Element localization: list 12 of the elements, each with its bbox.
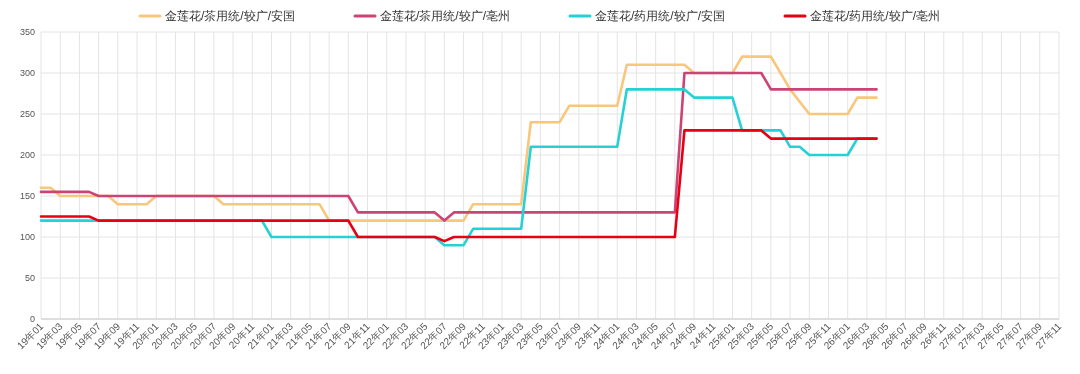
y-tick-label: 350: [19, 27, 35, 37]
y-tick-label: 250: [19, 109, 35, 119]
legend-label: 金莲花/药用统/较广/安国: [595, 9, 726, 23]
legend-label: 金莲花/药用统/较广/亳州: [810, 9, 941, 23]
y-tick-label: 150: [19, 191, 35, 201]
y-tick-label: 0: [29, 314, 35, 324]
y-tick-label: 300: [19, 68, 35, 78]
legend-label: 金莲花/茶用统/较广/安国: [164, 9, 295, 23]
y-tick-label: 100: [19, 232, 35, 242]
y-tick-label: 200: [19, 150, 35, 160]
legend-label: 金莲花/茶用统/较广/亳州: [379, 9, 510, 23]
y-tick-label: 50: [24, 273, 35, 283]
